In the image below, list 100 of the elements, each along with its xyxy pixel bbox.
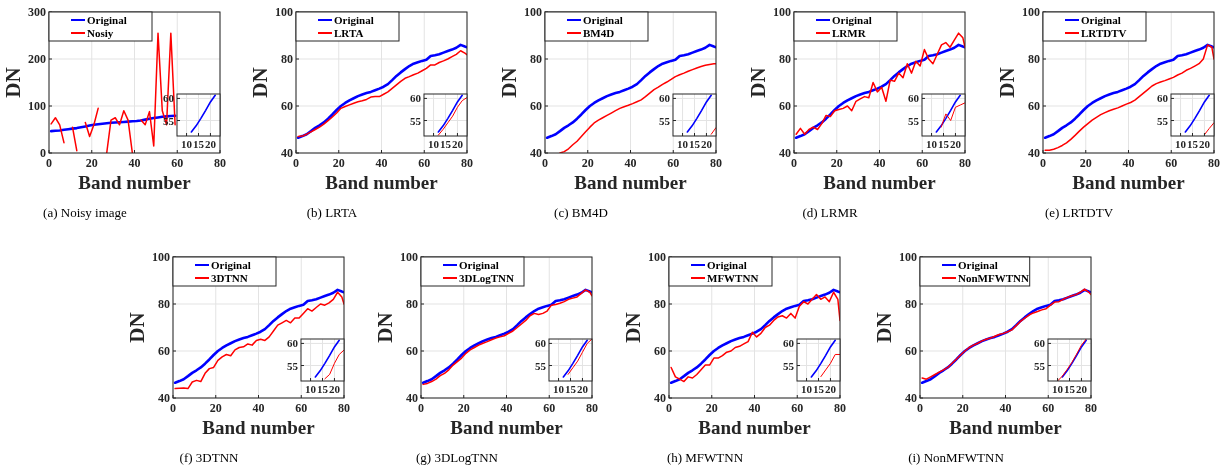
- y-axis-title: DN: [995, 67, 1019, 98]
- y-tick-label: 60: [654, 344, 666, 358]
- y-tick-label: 80: [1028, 52, 1040, 66]
- x-tick-label: 20: [1079, 156, 1092, 170]
- y-tick-label: 60: [281, 99, 293, 113]
- legend-label: Original: [87, 14, 127, 26]
- x-tick-label: 15: [1064, 383, 1076, 395]
- x-tick-label: 80: [959, 156, 971, 170]
- x-tick-label: 20: [451, 138, 464, 150]
- y-tick-label: 60: [406, 344, 418, 358]
- legend-label: 3DLogTNN: [459, 272, 515, 284]
- x-axis-title: Band number: [325, 172, 439, 193]
- y-axis-title: DN: [746, 67, 770, 98]
- x-tick-label: 10: [553, 383, 565, 395]
- y-tick-label: 100: [275, 5, 293, 19]
- x-tick-label: 10: [428, 138, 440, 150]
- y-tick-label: 80: [281, 52, 293, 66]
- x-tick-label: 15: [440, 138, 452, 150]
- x-tick-label: 10: [926, 138, 938, 150]
- y-tick-label: 60: [779, 99, 791, 113]
- y-tick-label: 55: [1034, 359, 1046, 372]
- x-tick-label: 20: [85, 156, 98, 170]
- x-tick-label: 20: [956, 401, 969, 415]
- y-tick-label: 60: [410, 92, 422, 105]
- text: (e) LRTDTV: [1044, 205, 1114, 220]
- legend-label: Original: [334, 14, 374, 26]
- y-tick-label: 200: [28, 52, 46, 66]
- y-tick-label: 55: [287, 359, 299, 372]
- y-tick-label: 80: [654, 297, 666, 311]
- y-axis-title: DN: [872, 312, 896, 343]
- x-tick-label: 40: [873, 156, 886, 170]
- x-tick-label: 10: [181, 138, 193, 150]
- y-tick-label: 100: [400, 250, 418, 264]
- legend-label: Original: [459, 259, 499, 271]
- y-tick-label: 300: [28, 5, 46, 19]
- y-tick-label: 60: [1028, 99, 1040, 113]
- legend-label: Original: [707, 259, 747, 271]
- x-axis-title: Band number: [202, 417, 316, 438]
- y-tick-label: 100: [773, 5, 791, 19]
- y-tick-label: 100: [648, 250, 666, 264]
- y-tick-label: 55: [535, 359, 547, 372]
- x-axis-title: Band number: [450, 417, 564, 438]
- x-tick-label: 80: [461, 156, 473, 170]
- y-tick-label: 55: [783, 359, 795, 372]
- x-tick-label: 20: [581, 156, 594, 170]
- x-tick-label: 40: [624, 156, 637, 170]
- legend-label: LRMR: [832, 27, 867, 39]
- legend-label: BM4D: [583, 27, 615, 39]
- y-tick-label: 60: [783, 337, 795, 350]
- text: (h) MFWTNN: [666, 450, 744, 465]
- x-axis-title: Band number: [949, 417, 1063, 438]
- x-tick-label: 40: [375, 156, 388, 170]
- x-tick-label: 10: [801, 383, 813, 395]
- y-axis-title: DN: [248, 67, 272, 98]
- x-tick-label: 20: [209, 401, 222, 415]
- x-tick-label: 10: [1052, 383, 1064, 395]
- x-tick-label: 20: [328, 383, 341, 395]
- x-tick-label: 80: [214, 156, 226, 170]
- x-tick-label: 20: [332, 156, 345, 170]
- x-tick-label: 20: [204, 138, 217, 150]
- x-axis-title: Band number: [823, 172, 937, 193]
- x-tick-label: 80: [710, 156, 722, 170]
- y-tick-label: 80: [779, 52, 791, 66]
- x-tick-label: 20: [705, 401, 718, 415]
- x-tick-label: 20: [824, 383, 837, 395]
- x-tick-label: 40: [1122, 156, 1135, 170]
- x-axis-title: Band number: [698, 417, 812, 438]
- x-tick-label: 80: [1208, 156, 1220, 170]
- y-axis-title: DN: [373, 312, 397, 343]
- text: (i) NonMFWTNN: [908, 450, 1005, 465]
- x-tick-label: 15: [813, 383, 825, 395]
- x-tick-label: 20: [700, 138, 713, 150]
- x-axis-title: Band number: [574, 172, 688, 193]
- y-tick-label: 60: [287, 337, 299, 350]
- legend-label: NonMFWTNN: [958, 272, 1029, 284]
- text: (b) LRTA: [306, 205, 358, 220]
- y-tick-label: 100: [28, 99, 46, 113]
- y-tick-label: 60: [905, 344, 917, 358]
- x-tick-label: 20: [457, 401, 470, 415]
- x-tick-label: 40: [128, 156, 141, 170]
- y-tick-label: 100: [524, 5, 542, 19]
- x-tick-label: 20: [1075, 383, 1088, 395]
- x-tick-label: 15: [317, 383, 329, 395]
- x-tick-label: 15: [689, 138, 701, 150]
- x-axis-title: Band number: [78, 172, 192, 193]
- x-tick-label: 20: [576, 383, 589, 395]
- x-tick-label: 20: [1198, 138, 1211, 150]
- x-tick-label: 10: [1175, 138, 1187, 150]
- x-tick-label: 40: [999, 401, 1012, 415]
- legend-label: Original: [832, 14, 872, 26]
- text: (a) Noisy image: [43, 205, 128, 220]
- y-tick-label: 60: [1034, 337, 1046, 350]
- legend-label: Original: [211, 259, 251, 271]
- x-tick-label: 40: [748, 401, 761, 415]
- x-tick-label: 20: [949, 138, 962, 150]
- x-tick-label: 40: [500, 401, 513, 415]
- legend-label: Original: [1081, 14, 1121, 26]
- y-tick-label: 60: [659, 92, 671, 105]
- y-axis-title: DN: [497, 67, 521, 98]
- text: (c) BM4D: [554, 205, 608, 220]
